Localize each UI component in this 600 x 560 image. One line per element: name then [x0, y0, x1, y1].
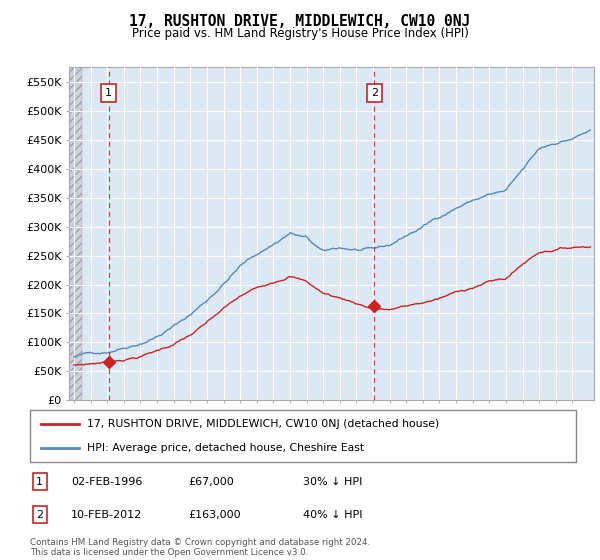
Text: 40% ↓ HPI: 40% ↓ HPI	[303, 510, 362, 520]
Text: 2: 2	[371, 88, 378, 98]
Text: Price paid vs. HM Land Registry's House Price Index (HPI): Price paid vs. HM Land Registry's House …	[131, 27, 469, 40]
Text: HPI: Average price, detached house, Cheshire East: HPI: Average price, detached house, Ches…	[88, 442, 364, 452]
Text: 30% ↓ HPI: 30% ↓ HPI	[303, 477, 362, 487]
Text: 2: 2	[36, 510, 43, 520]
FancyBboxPatch shape	[30, 410, 576, 462]
Text: 10-FEB-2012: 10-FEB-2012	[71, 510, 142, 520]
Text: 17, RUSHTON DRIVE, MIDDLEWICH, CW10 0NJ: 17, RUSHTON DRIVE, MIDDLEWICH, CW10 0NJ	[130, 14, 470, 29]
Text: 1: 1	[105, 88, 112, 98]
Text: 1: 1	[37, 477, 43, 487]
Text: Contains HM Land Registry data © Crown copyright and database right 2024.
This d: Contains HM Land Registry data © Crown c…	[30, 538, 370, 557]
Text: £163,000: £163,000	[188, 510, 241, 520]
Text: 17, RUSHTON DRIVE, MIDDLEWICH, CW10 0NJ (detached house): 17, RUSHTON DRIVE, MIDDLEWICH, CW10 0NJ …	[88, 419, 440, 430]
Bar	[69, 67, 82, 400]
Text: 02-FEB-1996: 02-FEB-1996	[71, 477, 142, 487]
Text: £67,000: £67,000	[188, 477, 234, 487]
